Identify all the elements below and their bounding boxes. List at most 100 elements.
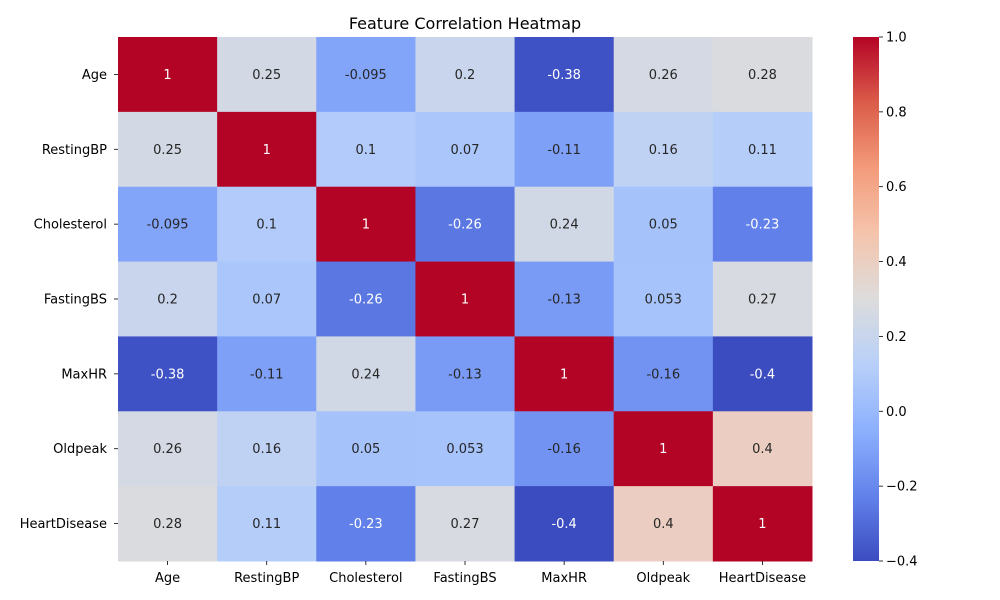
x-tick-label: MaxHR: [541, 571, 587, 586]
heatmap-cell-maxhr-oldpeak: [613, 336, 714, 412]
heatmap-cell-cholesterol-oldpeak: [613, 186, 714, 263]
cell-annotation: -0.38: [547, 68, 581, 83]
cell-annotation: 0.27: [451, 517, 480, 532]
cell-annotation: 0.053: [645, 293, 682, 308]
heatmap-cell-restingbp-oldpeak: [613, 111, 714, 188]
cell-annotation: -0.16: [547, 442, 581, 457]
x-tick-label: HeartDisease: [719, 571, 806, 586]
heatmap-cell-cholesterol-heartdisease: [712, 186, 813, 263]
heatmap-cell-age-fastingbs: [415, 37, 516, 113]
heatmap-cell-cholesterol-maxhr: [514, 186, 615, 263]
cell-annotation: 0.4: [653, 517, 674, 532]
y-tick-label: FastingBS: [44, 293, 107, 308]
colorbar-tick-label: 1.0: [886, 31, 907, 46]
cell-annotation: -0.38: [151, 367, 185, 382]
cell-annotation: 0.05: [649, 218, 678, 233]
heatmap-cell-age-maxhr: [514, 37, 615, 113]
heatmap-cell-age-cholesterol: [316, 37, 416, 113]
cell-annotation: 0.26: [153, 442, 182, 457]
heatmap-cell-age-age: [118, 37, 218, 113]
cell-annotation: -0.26: [349, 293, 383, 308]
colorbar-tick-label: 0.4: [886, 255, 907, 270]
colorbar-tick-label: 0.2: [886, 330, 907, 345]
cell-annotation: 0.28: [748, 68, 777, 83]
heatmap-cells: 1 0.25 -0.095 0.2 -0.38 0.26 0.28 0.25 1 0.1 0.07 -…: [118, 37, 813, 562]
y-tick-label: HeartDisease: [20, 517, 107, 532]
cell-annotation: 1: [263, 143, 271, 158]
x-tick-label: Oldpeak: [636, 571, 690, 586]
heatmap-cell-oldpeak-cholesterol: [316, 411, 416, 487]
cell-annotation: 1: [758, 517, 766, 532]
cell-annotation: -0.13: [448, 367, 482, 382]
cell-annotation: 0.07: [451, 143, 480, 158]
cell-annotation: -0.11: [547, 143, 581, 158]
heatmap-cell-maxhr-maxhr: [514, 336, 615, 412]
heatmap-cell-fastingbs-maxhr: [514, 261, 615, 337]
cell-annotation: -0.16: [646, 367, 680, 382]
heatmap-cell-cholesterol-cholesterol: [316, 186, 416, 263]
chart-title: Feature Correlation Heatmap: [349, 14, 581, 33]
heatmap-cell-oldpeak-fastingbs: [415, 411, 516, 487]
heatmap-cell-restingbp-fastingbs: [415, 111, 516, 188]
colorbar: 1.0 0.8 0.6 0.4 0.2 0.0 −0.2 −0.4: [853, 31, 918, 570]
heatmap-cell-fastingbs-age: [118, 261, 218, 337]
y-axis: Age RestingBP Cholesterol FastingBS MaxHR Old…: [20, 68, 118, 532]
heatmap-cell-fastingbs-restingbp: [217, 261, 317, 337]
cell-annotation: 0.2: [455, 68, 476, 83]
heatmap-cell-age-oldpeak: [613, 37, 714, 113]
cell-annotation: 0.26: [649, 68, 678, 83]
heatmap-cell-cholesterol-fastingbs: [415, 186, 516, 263]
heatmap-cell-heartdisease-age: [118, 486, 218, 562]
cell-annotation: -0.4: [750, 367, 775, 382]
heatmap-cell-oldpeak-oldpeak: [613, 411, 714, 487]
cell-annotation: 0.05: [351, 442, 380, 457]
heatmap-cell-restingbp-cholesterol: [316, 111, 416, 188]
cell-annotation: 0.2: [157, 293, 178, 308]
cell-annotation: 0.28: [153, 517, 182, 532]
heatmap-cell-restingbp-maxhr: [514, 111, 615, 188]
x-tick-label: Age: [155, 571, 180, 586]
heatmap-cell-heartdisease-restingbp: [217, 486, 317, 562]
heatmap-cell-maxhr-restingbp: [217, 336, 317, 412]
heatmap-cell-heartdisease-maxhr: [514, 486, 615, 562]
heatmap-cell-oldpeak-restingbp: [217, 411, 317, 487]
cell-annotation: 0.11: [252, 517, 281, 532]
heatmap-cell-cholesterol-restingbp: [217, 186, 317, 263]
cell-annotation: 0.16: [649, 143, 678, 158]
y-tick-label: Cholesterol: [34, 218, 107, 233]
heatmap-cell-maxhr-age: [118, 336, 218, 412]
heatmap-cell-fastingbs-cholesterol: [316, 261, 416, 337]
heatmap-cell-heartdisease-fastingbs: [415, 486, 516, 562]
colorbar-tick-label: 0.0: [886, 405, 907, 420]
cell-annotation: -0.095: [147, 218, 189, 233]
colorbar-tick-label: −0.4: [886, 555, 918, 570]
cell-annotation: 1: [163, 68, 171, 83]
heatmap-cell-maxhr-cholesterol: [316, 336, 416, 412]
heatmap-cell-cholesterol-age: [118, 186, 218, 263]
heatmap-cell-heartdisease-oldpeak: [613, 486, 714, 562]
cell-annotation: 0.25: [153, 143, 182, 158]
cell-annotation: -0.23: [746, 218, 780, 233]
heatmap-cell-oldpeak-heartdisease: [712, 411, 813, 487]
cell-annotation: 1: [560, 367, 568, 382]
cell-annotation: 0.27: [748, 293, 777, 308]
colorbar-tick-label: 0.8: [886, 105, 907, 120]
colorbar-tick-label: −0.2: [886, 480, 918, 495]
colorbar-tick-label: 0.6: [886, 180, 907, 195]
heatmap-cell-maxhr-heartdisease: [712, 336, 813, 412]
x-tick-label: RestingBP: [234, 571, 299, 586]
heatmap-cell-fastingbs-fastingbs: [415, 261, 516, 337]
heatmap-cell-fastingbs-oldpeak: [613, 261, 714, 337]
heatmap-cell-heartdisease-heartdisease: [712, 486, 813, 562]
cell-annotation: -0.26: [448, 218, 482, 233]
x-axis: Age RestingBP Cholesterol FastingBS MaxHR Old…: [155, 561, 806, 586]
heatmap-cell-restingbp-heartdisease: [712, 111, 813, 188]
cell-annotation: 0.053: [446, 442, 483, 457]
cell-annotation: 0.24: [550, 218, 579, 233]
heatmap-cell-oldpeak-maxhr: [514, 411, 615, 487]
cell-annotation: 0.25: [252, 68, 281, 83]
cell-annotation: 1: [659, 442, 667, 457]
heatmap-cell-age-heartdisease: [712, 37, 813, 113]
